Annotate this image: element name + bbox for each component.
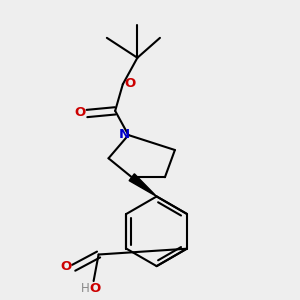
Text: O: O [74,106,85,119]
Text: N: N [119,128,130,141]
Text: H: H [81,282,90,295]
Text: O: O [60,260,72,273]
Text: O: O [124,77,136,90]
Polygon shape [129,174,157,196]
Text: O: O [90,282,101,295]
